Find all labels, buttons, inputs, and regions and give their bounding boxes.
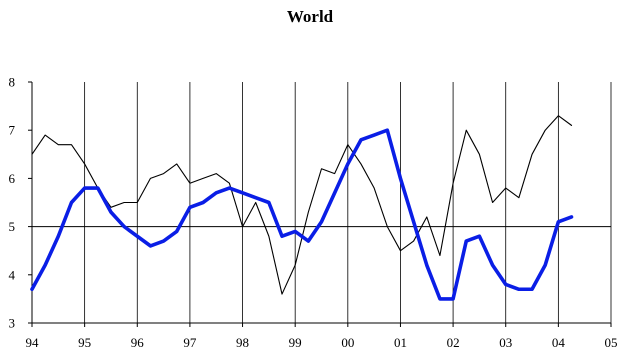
x-tick-label-94: 94 [26, 335, 40, 350]
x-tick-label-95: 95 [78, 335, 91, 350]
x-tick-label-98: 98 [236, 335, 249, 350]
y-tick-label-5: 5 [9, 219, 16, 234]
axes [28, 81, 612, 327]
tick-labels: 94 95 96 97 98 99 00 01 02 03 04 05 3 4 5 6 7 8 [9, 75, 618, 351]
series-layer [30, 115, 574, 301]
vertical-gridlines [84, 82, 612, 323]
x-tick-label-04: 04 [552, 335, 566, 350]
y-tick-label-8: 8 [9, 75, 16, 90]
x-tick-label-99: 99 [289, 335, 302, 350]
x-tick-label-96: 96 [131, 335, 145, 350]
x-tick-label-02: 02 [447, 335, 460, 350]
series-line-1 [31, 115, 573, 295]
x-tick-label-97: 97 [183, 335, 197, 350]
series-line-2 [30, 128, 574, 301]
y-tick-label-3: 3 [9, 316, 16, 331]
x-tick-label-01: 01 [394, 335, 407, 350]
x-tick-label-00: 00 [341, 335, 354, 350]
y-tick-label-6: 6 [9, 171, 16, 186]
chart-title: World [286, 7, 334, 26]
y-tick-label-7: 7 [9, 123, 16, 138]
x-tick-label-05: 05 [605, 335, 618, 350]
y-tick-label-4: 4 [9, 267, 16, 282]
x-tick-label-03: 03 [499, 335, 512, 350]
